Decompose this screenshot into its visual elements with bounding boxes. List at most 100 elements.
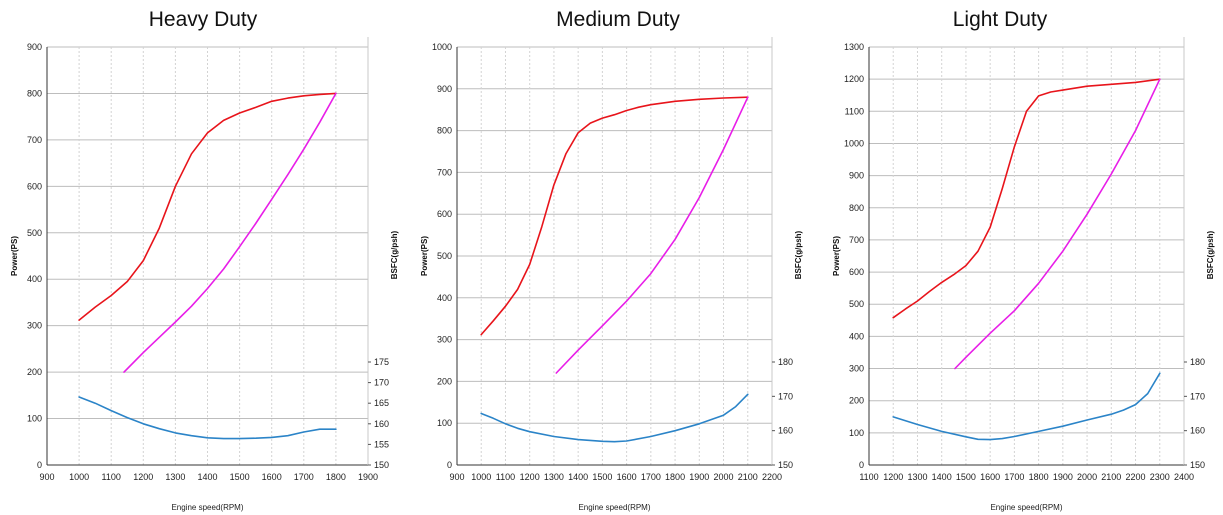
y-tick-label: 500 <box>849 299 864 309</box>
series-line-propeller-curve-medium-duty <box>555 96 749 374</box>
y2-tick-label: 170 <box>778 391 793 401</box>
y-tick-label: 500 <box>27 228 42 238</box>
y-tick-label: 0 <box>447 460 452 470</box>
chart-title-medium-duty: Medium Duty <box>556 8 680 31</box>
x-tick-label: 1300 <box>165 472 185 482</box>
x-tick-label: 1400 <box>197 472 217 482</box>
series-line-power-curve-medium-duty <box>480 96 749 336</box>
y-tick-label: 0 <box>859 460 864 470</box>
y2-tick-label: 165 <box>374 398 389 408</box>
series-line-power-curve-heavy-duty <box>78 92 337 321</box>
x-tick-label: 1700 <box>641 472 661 482</box>
x-tick-label: 1000 <box>471 472 491 482</box>
x-tick-label: 1400 <box>568 472 588 482</box>
y-axis-title: Power(PS) <box>10 236 19 276</box>
y-tick-label: 1300 <box>844 42 864 52</box>
y-tick-label: 200 <box>437 376 452 386</box>
y-tick-label: 900 <box>27 42 42 52</box>
series-line-power-curve-light-duty <box>892 78 1161 319</box>
y-tick-label: 800 <box>437 126 452 136</box>
y-tick-label: 0 <box>37 460 42 470</box>
x-tick-label: 2000 <box>1077 472 1097 482</box>
x-tick-label: 1700 <box>294 472 314 482</box>
x-tick-label: 2100 <box>1101 472 1121 482</box>
x-tick-label: 900 <box>39 472 54 482</box>
series-line-propeller-curve-light-duty <box>954 78 1161 370</box>
y2-tick-label: 160 <box>374 419 389 429</box>
y2-axis-title: BSFC(g/psh) <box>390 230 399 279</box>
y-tick-label: 500 <box>437 251 452 261</box>
x-tick-label: 1100 <box>859 472 878 482</box>
x-tick-label: 1900 <box>358 472 378 482</box>
x-tick-label: 1100 <box>102 472 121 482</box>
chart-title-light-duty: Light Duty <box>952 8 1048 31</box>
x-tick-label: 1800 <box>1029 472 1049 482</box>
x-tick-label: 900 <box>449 472 464 482</box>
y-tick-label: 700 <box>849 235 864 245</box>
x-tick-label: 2400 <box>1174 472 1194 482</box>
x-tick-label: 1700 <box>1004 472 1024 482</box>
y-tick-label: 900 <box>437 84 452 94</box>
chart-title-heavy-duty: Heavy Duty <box>148 8 258 31</box>
x-tick-label: 2200 <box>762 472 782 482</box>
x-tick-label: 1600 <box>980 472 1000 482</box>
x-axis-title: Engine speed(RPM) <box>578 503 650 512</box>
x-axis-title: Engine speed(RPM) <box>171 503 243 512</box>
y-tick-label: 100 <box>27 414 42 424</box>
x-tick-label: 1900 <box>1053 472 1073 482</box>
y2-tick-label: 160 <box>1190 426 1205 436</box>
x-tick-label: 1800 <box>665 472 685 482</box>
x-tick-label: 1600 <box>262 472 282 482</box>
series-line-propeller-curve-heavy-duty <box>123 92 337 373</box>
y-tick-label: 700 <box>437 167 452 177</box>
y2-tick-label: 170 <box>1190 391 1205 401</box>
x-tick-label: 1100 <box>496 472 515 482</box>
x-tick-label: 2100 <box>738 472 758 482</box>
y-tick-label: 600 <box>849 267 864 277</box>
y2-axis-title: BSFC(g/psh) <box>794 230 803 279</box>
y-tick-label: 400 <box>437 293 452 303</box>
x-tick-label: 1200 <box>133 472 153 482</box>
y2-tick-label: 150 <box>1190 460 1205 470</box>
y-tick-label: 1000 <box>432 42 452 52</box>
x-tick-label: 1300 <box>907 472 927 482</box>
series-line-bsfc-curve-heavy-duty <box>78 396 337 440</box>
y-tick-label: 300 <box>27 321 42 331</box>
x-tick-label: 1200 <box>883 472 903 482</box>
y-axis-title: Power(PS) <box>832 236 841 276</box>
y2-tick-label: 160 <box>778 426 793 436</box>
x-tick-label: 1900 <box>689 472 709 482</box>
y-tick-label: 700 <box>27 135 42 145</box>
x-tick-label: 2300 <box>1150 472 1170 482</box>
series-line-bsfc-curve-light-duty <box>892 372 1161 441</box>
y-tick-label: 300 <box>849 364 864 374</box>
y-axis-title: Power(PS) <box>420 236 429 276</box>
y-tick-label: 200 <box>27 367 42 377</box>
series-line-bsfc-curve-medium-duty <box>480 393 749 443</box>
y-tick-label: 400 <box>27 274 42 284</box>
y-tick-label: 800 <box>849 203 864 213</box>
x-axis-title: Engine speed(RPM) <box>990 503 1062 512</box>
y-tick-label: 1000 <box>844 138 864 148</box>
y-tick-label: 800 <box>27 88 42 98</box>
x-tick-label: 1800 <box>326 472 346 482</box>
y-tick-label: 600 <box>27 181 42 191</box>
y-tick-label: 900 <box>849 171 864 181</box>
x-tick-label: 2000 <box>714 472 734 482</box>
y2-tick-label: 180 <box>778 357 793 367</box>
y2-tick-label: 175 <box>374 357 389 367</box>
y2-tick-label: 150 <box>374 460 389 470</box>
y-tick-label: 100 <box>437 418 452 428</box>
y-tick-label: 100 <box>849 428 864 438</box>
y2-tick-label: 170 <box>374 378 389 388</box>
y-tick-label: 600 <box>437 209 452 219</box>
x-tick-label: 1500 <box>592 472 612 482</box>
x-tick-label: 1500 <box>956 472 976 482</box>
x-tick-label: 1500 <box>230 472 250 482</box>
y2-axis-title: BSFC(g/psh) <box>1206 230 1215 279</box>
y2-tick-label: 155 <box>374 439 389 449</box>
x-tick-label: 1000 <box>69 472 89 482</box>
x-tick-label: 1300 <box>544 472 564 482</box>
y-tick-label: 200 <box>849 396 864 406</box>
